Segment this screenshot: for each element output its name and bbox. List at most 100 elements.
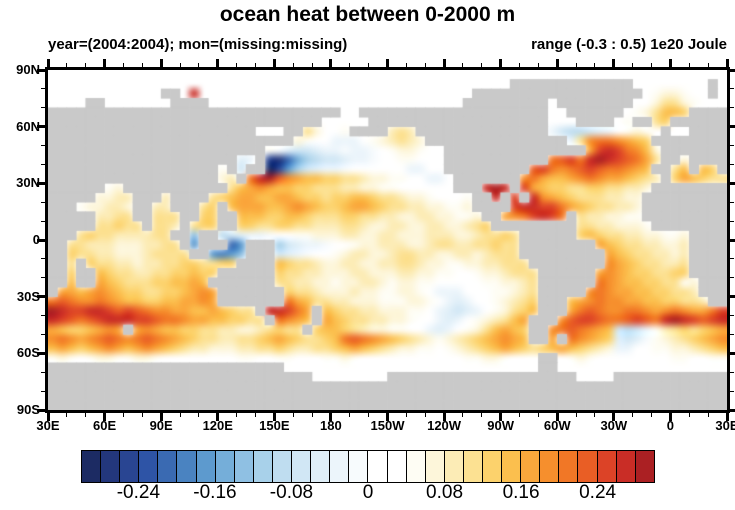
chart-subtitle-left: year=(2004:2004); mon=(missing:missing) — [48, 36, 348, 53]
lon-tick-label: 150W — [370, 418, 405, 433]
colorbar-cell — [252, 451, 272, 482]
tick-mark — [730, 125, 735, 129]
colorbar-cell — [501, 451, 521, 482]
lon-tick-label: 0 — [666, 418, 675, 433]
tick-mark — [555, 413, 559, 421]
colorbar-cell — [386, 451, 406, 482]
tick-mark — [730, 295, 735, 299]
colorbar — [81, 450, 655, 483]
tick-mark — [37, 351, 45, 355]
tick-mark — [37, 295, 45, 299]
lon-tick-label: 180 — [320, 418, 342, 433]
tick-mark — [66, 413, 68, 417]
tick-mark — [575, 413, 577, 417]
lat-tick-label: 90N — [16, 62, 40, 77]
tick-mark — [612, 413, 616, 421]
lat-tick-label: 90S — [16, 402, 40, 417]
tick-mark — [311, 413, 313, 417]
tick-mark — [730, 88, 734, 90]
lat-tick-label: 0 — [32, 232, 40, 247]
lon-tick-label: 60W — [543, 418, 571, 433]
tick-mark — [730, 238, 735, 242]
colorbar-cell — [329, 451, 349, 482]
lon-tick-label: 30E — [715, 418, 735, 433]
tick-mark — [159, 59, 163, 67]
tick-mark — [122, 413, 124, 417]
lat-tick-label: 60S — [16, 345, 40, 361]
tick-mark — [37, 181, 45, 185]
tick-mark — [37, 238, 45, 242]
tick-mark — [424, 413, 426, 417]
colorbar-cell — [119, 451, 139, 482]
tick-mark — [254, 413, 256, 417]
tick-mark — [368, 413, 370, 417]
chart-subtitle-right: range (-0.3 : 0.5) 1e20 Joule — [531, 36, 727, 53]
tick-mark — [668, 413, 672, 421]
colorbar-cell — [195, 451, 215, 482]
lon-tick-label: 90E — [149, 418, 173, 433]
tick-mark — [730, 107, 734, 109]
colorbar-label: 0 — [362, 482, 374, 503]
colorbar-cell — [558, 451, 578, 482]
tick-mark — [632, 413, 634, 417]
tick-mark — [730, 351, 735, 355]
tick-mark — [349, 413, 351, 417]
lon-tick-label: 90W — [487, 418, 515, 433]
colorbar-cell — [82, 451, 101, 482]
tick-mark — [594, 413, 596, 417]
tick-mark — [272, 413, 276, 421]
colorbar-cell — [539, 451, 559, 482]
colorbar-cell — [462, 451, 482, 482]
tick-mark — [730, 277, 734, 279]
tick-mark — [141, 413, 143, 417]
tick-mark — [537, 413, 539, 417]
tick-mark — [103, 413, 107, 421]
tick-mark — [329, 59, 333, 67]
colorbar-cell — [596, 451, 616, 482]
lon-tick-label: 30W — [600, 418, 628, 433]
tick-mark — [730, 371, 734, 373]
world-heat-map — [48, 70, 727, 410]
colorbar-cell — [157, 451, 177, 482]
tick-mark — [499, 59, 503, 67]
tick-mark — [725, 59, 729, 67]
tick-mark — [730, 68, 735, 72]
tick-mark — [386, 59, 389, 67]
colorbar-cell — [443, 451, 463, 482]
tick-mark — [730, 258, 734, 260]
tick-mark — [651, 413, 653, 417]
lat-tick-label: 60N — [16, 118, 40, 134]
tick-mark — [730, 408, 735, 412]
tick-mark — [292, 413, 294, 417]
tick-mark — [442, 59, 446, 67]
plot-frame — [45, 67, 730, 413]
colorbar-cell — [176, 451, 196, 482]
colorbar-label: 0.08 — [426, 482, 464, 503]
tick-mark — [730, 181, 735, 185]
lon-tick-label: 150E — [259, 418, 290, 433]
tick-mark — [707, 413, 709, 417]
tick-mark — [442, 413, 446, 421]
colorbar-cell — [291, 451, 311, 482]
tick-mark — [725, 413, 729, 421]
tick-mark — [499, 413, 503, 421]
lon-tick-label: 120W — [427, 418, 462, 433]
colorbar-cell — [577, 451, 597, 482]
tick-mark — [730, 201, 734, 203]
colorbar-label: 0.24 — [579, 482, 617, 503]
lat-tick-label: 30S — [16, 288, 40, 304]
colorbar-label: -0.24 — [116, 482, 161, 503]
lat-tick-label: 30N — [16, 175, 40, 191]
tick-mark — [216, 59, 220, 67]
tick-mark — [236, 413, 238, 417]
colorbar-cell — [367, 451, 387, 482]
colorbar-cell — [138, 451, 158, 482]
tick-mark — [730, 333, 734, 335]
tick-mark — [216, 413, 220, 421]
tick-mark — [37, 125, 45, 129]
tick-mark — [103, 59, 107, 67]
tick-mark — [37, 68, 45, 72]
tick-mark — [668, 59, 672, 67]
colorbar-cell — [348, 451, 368, 482]
